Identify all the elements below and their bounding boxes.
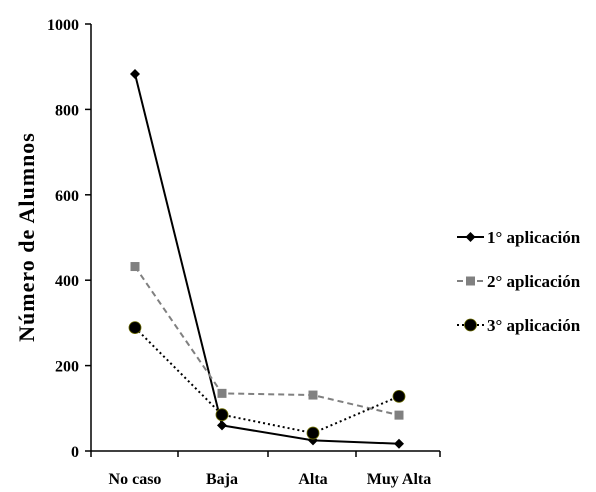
series-3	[128, 321, 406, 440]
data-point	[217, 420, 227, 431]
y-tick-label: 200	[55, 359, 79, 376]
y-tick-label: 800	[55, 102, 79, 119]
series-line	[134, 265, 400, 417]
y-tick-labels: 0 200 400 600 800 1000	[47, 17, 79, 461]
data-point	[130, 68, 140, 79]
legend-marker	[464, 318, 477, 332]
y-tick-label: 1000	[47, 17, 79, 34]
data-point	[306, 426, 320, 440]
legend-marker	[466, 276, 475, 286]
x-tick-label: Alta	[298, 471, 327, 488]
series-2	[130, 262, 404, 420]
legend-item: 3° aplicación	[457, 316, 581, 335]
data-point	[217, 388, 227, 398]
series-line	[134, 326, 400, 435]
data-point	[215, 408, 229, 422]
legend: 1° aplicación 2° aplicación 3° aplicación	[457, 228, 581, 335]
legend-label: 3° aplicación	[487, 316, 581, 335]
y-tick-label: 600	[55, 188, 79, 205]
data-point	[394, 438, 404, 449]
series-layer	[128, 68, 406, 449]
data-point	[130, 262, 140, 272]
data-point	[308, 390, 318, 400]
legend-item: 1° aplicación	[457, 228, 581, 247]
y-tick-label: 400	[55, 273, 79, 290]
axes	[85, 23, 441, 457]
x-tick-labels: No caso Baja Alta Muy Alta	[109, 471, 432, 488]
x-tick-label: No caso	[109, 471, 162, 488]
y-tick-label: 0	[71, 444, 79, 461]
legend-label: 1° aplicación	[487, 228, 581, 247]
legend-marker	[465, 232, 476, 242]
data-point	[128, 321, 142, 334]
legend-label: 2° aplicación	[487, 272, 581, 291]
data-point	[392, 389, 406, 403]
series-1	[130, 68, 404, 449]
x-tick-label: Baja	[206, 471, 238, 488]
data-point	[394, 410, 404, 420]
series-line	[134, 73, 400, 445]
legend-item: 2° aplicación	[457, 272, 581, 291]
x-tick-label: Muy Alta	[367, 471, 431, 488]
y-axis-title: Número de Alumnos	[14, 132, 39, 342]
